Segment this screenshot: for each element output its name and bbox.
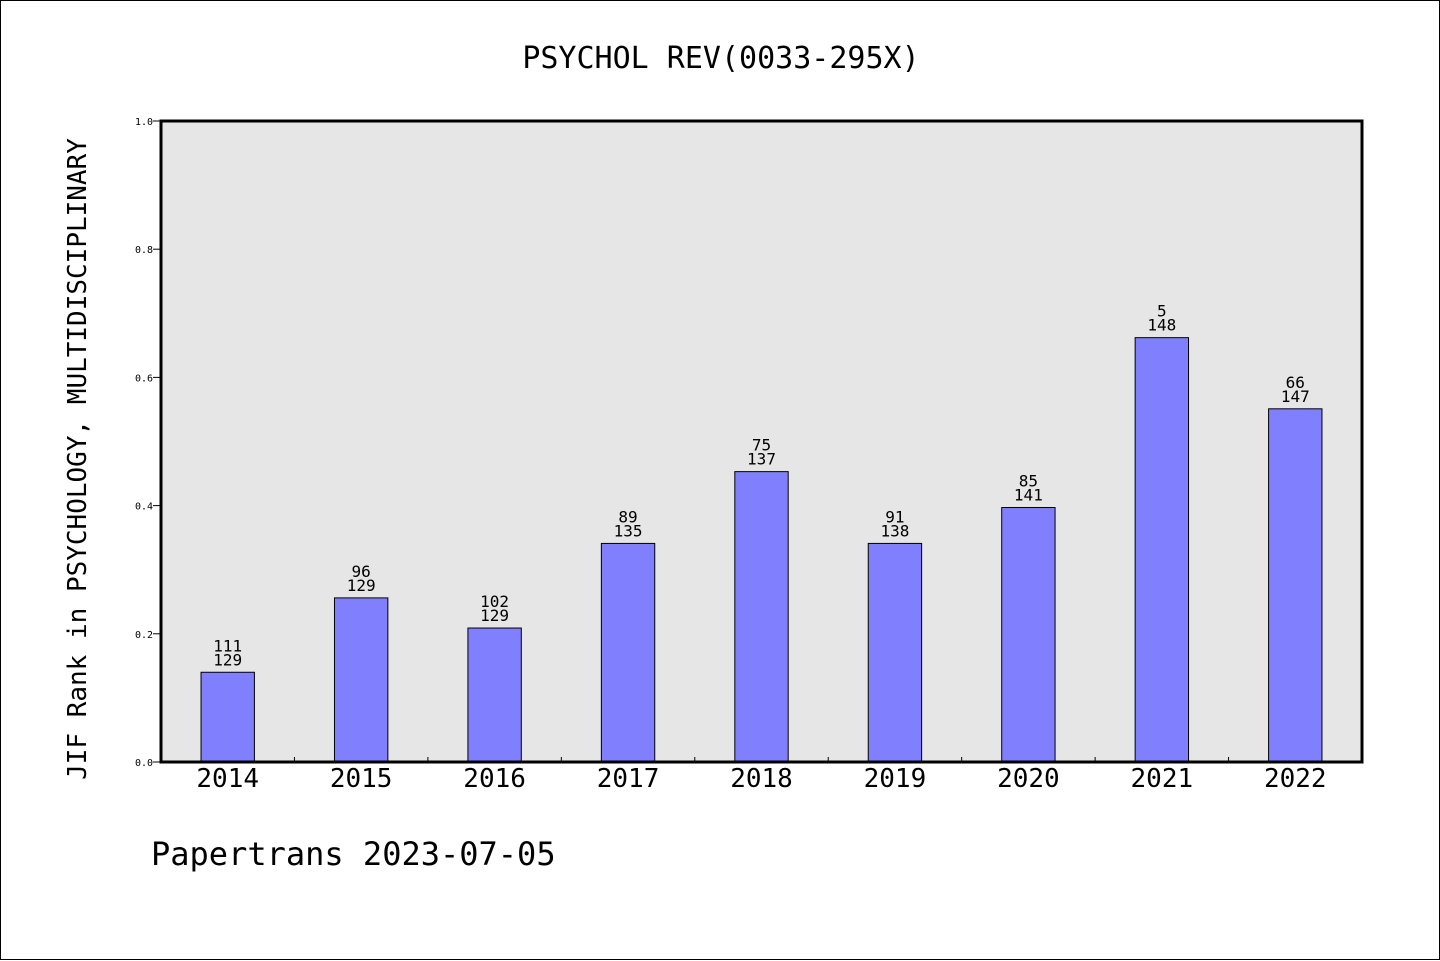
bar-2016	[467, 627, 522, 763]
bar-rank-label: 75	[752, 436, 771, 455]
chart-title: PSYCHOL REV(0033-295X)	[522, 41, 919, 76]
bar-total-label: 129	[213, 650, 242, 669]
bar-2020	[1001, 507, 1056, 763]
bar-2015	[333, 597, 389, 763]
bar-2018	[734, 471, 789, 763]
bar-2014	[200, 671, 255, 763]
bar-total-label: 148	[1147, 316, 1176, 335]
x-tick-label: 2017	[597, 764, 660, 794]
bar-total-label: 138	[880, 521, 909, 540]
y-axis: 0.0 0.2 0.4 0.6 0.8 1.0	[135, 117, 161, 769]
bar-total-label: 129	[347, 576, 376, 595]
bar-rank-label: 5	[1157, 302, 1167, 321]
bar-rank-label: 91	[885, 507, 904, 526]
x-tick-label: 2022	[1264, 764, 1327, 794]
bar-total-label: 135	[614, 521, 643, 540]
x-axis: 2014 2015 2016 2017 2018 2019 2020 2021 2022	[196, 757, 1327, 794]
y-tick-label: 0.8	[135, 245, 153, 256]
plot-border	[159, 119, 1364, 764]
bar-rank-label: 111	[213, 636, 242, 655]
x-tick-label: 2016	[463, 764, 526, 794]
y-tick-label: 0.0	[135, 758, 153, 769]
bar-2017	[600, 542, 656, 763]
bar-rank-label: 85	[1019, 472, 1038, 491]
x-tick-label: 2018	[730, 764, 793, 794]
bar-rank-label: 66	[1286, 373, 1305, 392]
bar-total-label: 137	[747, 450, 776, 469]
bar-total-label: 129	[480, 606, 509, 625]
bar-2021	[1134, 337, 1190, 763]
x-tick-label: 2014	[196, 764, 259, 794]
bar-total-label: 147	[1281, 387, 1310, 406]
y-tick-label: 1.0	[135, 117, 153, 128]
x-tick-label: 2020	[997, 764, 1060, 794]
bars: 1111299612910212989135751379113885141514…	[200, 302, 1323, 763]
bar-2022	[1268, 408, 1323, 763]
bar-total-label: 141	[1014, 486, 1043, 505]
x-tick-label: 2015	[330, 764, 393, 794]
bar-rank-label: 89	[618, 507, 637, 526]
y-tick-label: 0.4	[135, 502, 153, 513]
x-tick-label: 2019	[864, 764, 927, 794]
bar-rank-label: 102	[480, 592, 509, 611]
bar-rank-label: 96	[352, 562, 371, 581]
y-tick-label: 0.2	[135, 630, 153, 641]
footer-credit: Papertrans 2023-07-05	[151, 835, 556, 873]
x-tick-label: 2021	[1131, 764, 1194, 794]
y-axis-label: JIF Rank in PSYCHOLOGY, MULTIDISCIPLINAR…	[63, 138, 93, 780]
bar-2019	[867, 542, 923, 763]
y-tick-label: 0.6	[135, 373, 153, 384]
